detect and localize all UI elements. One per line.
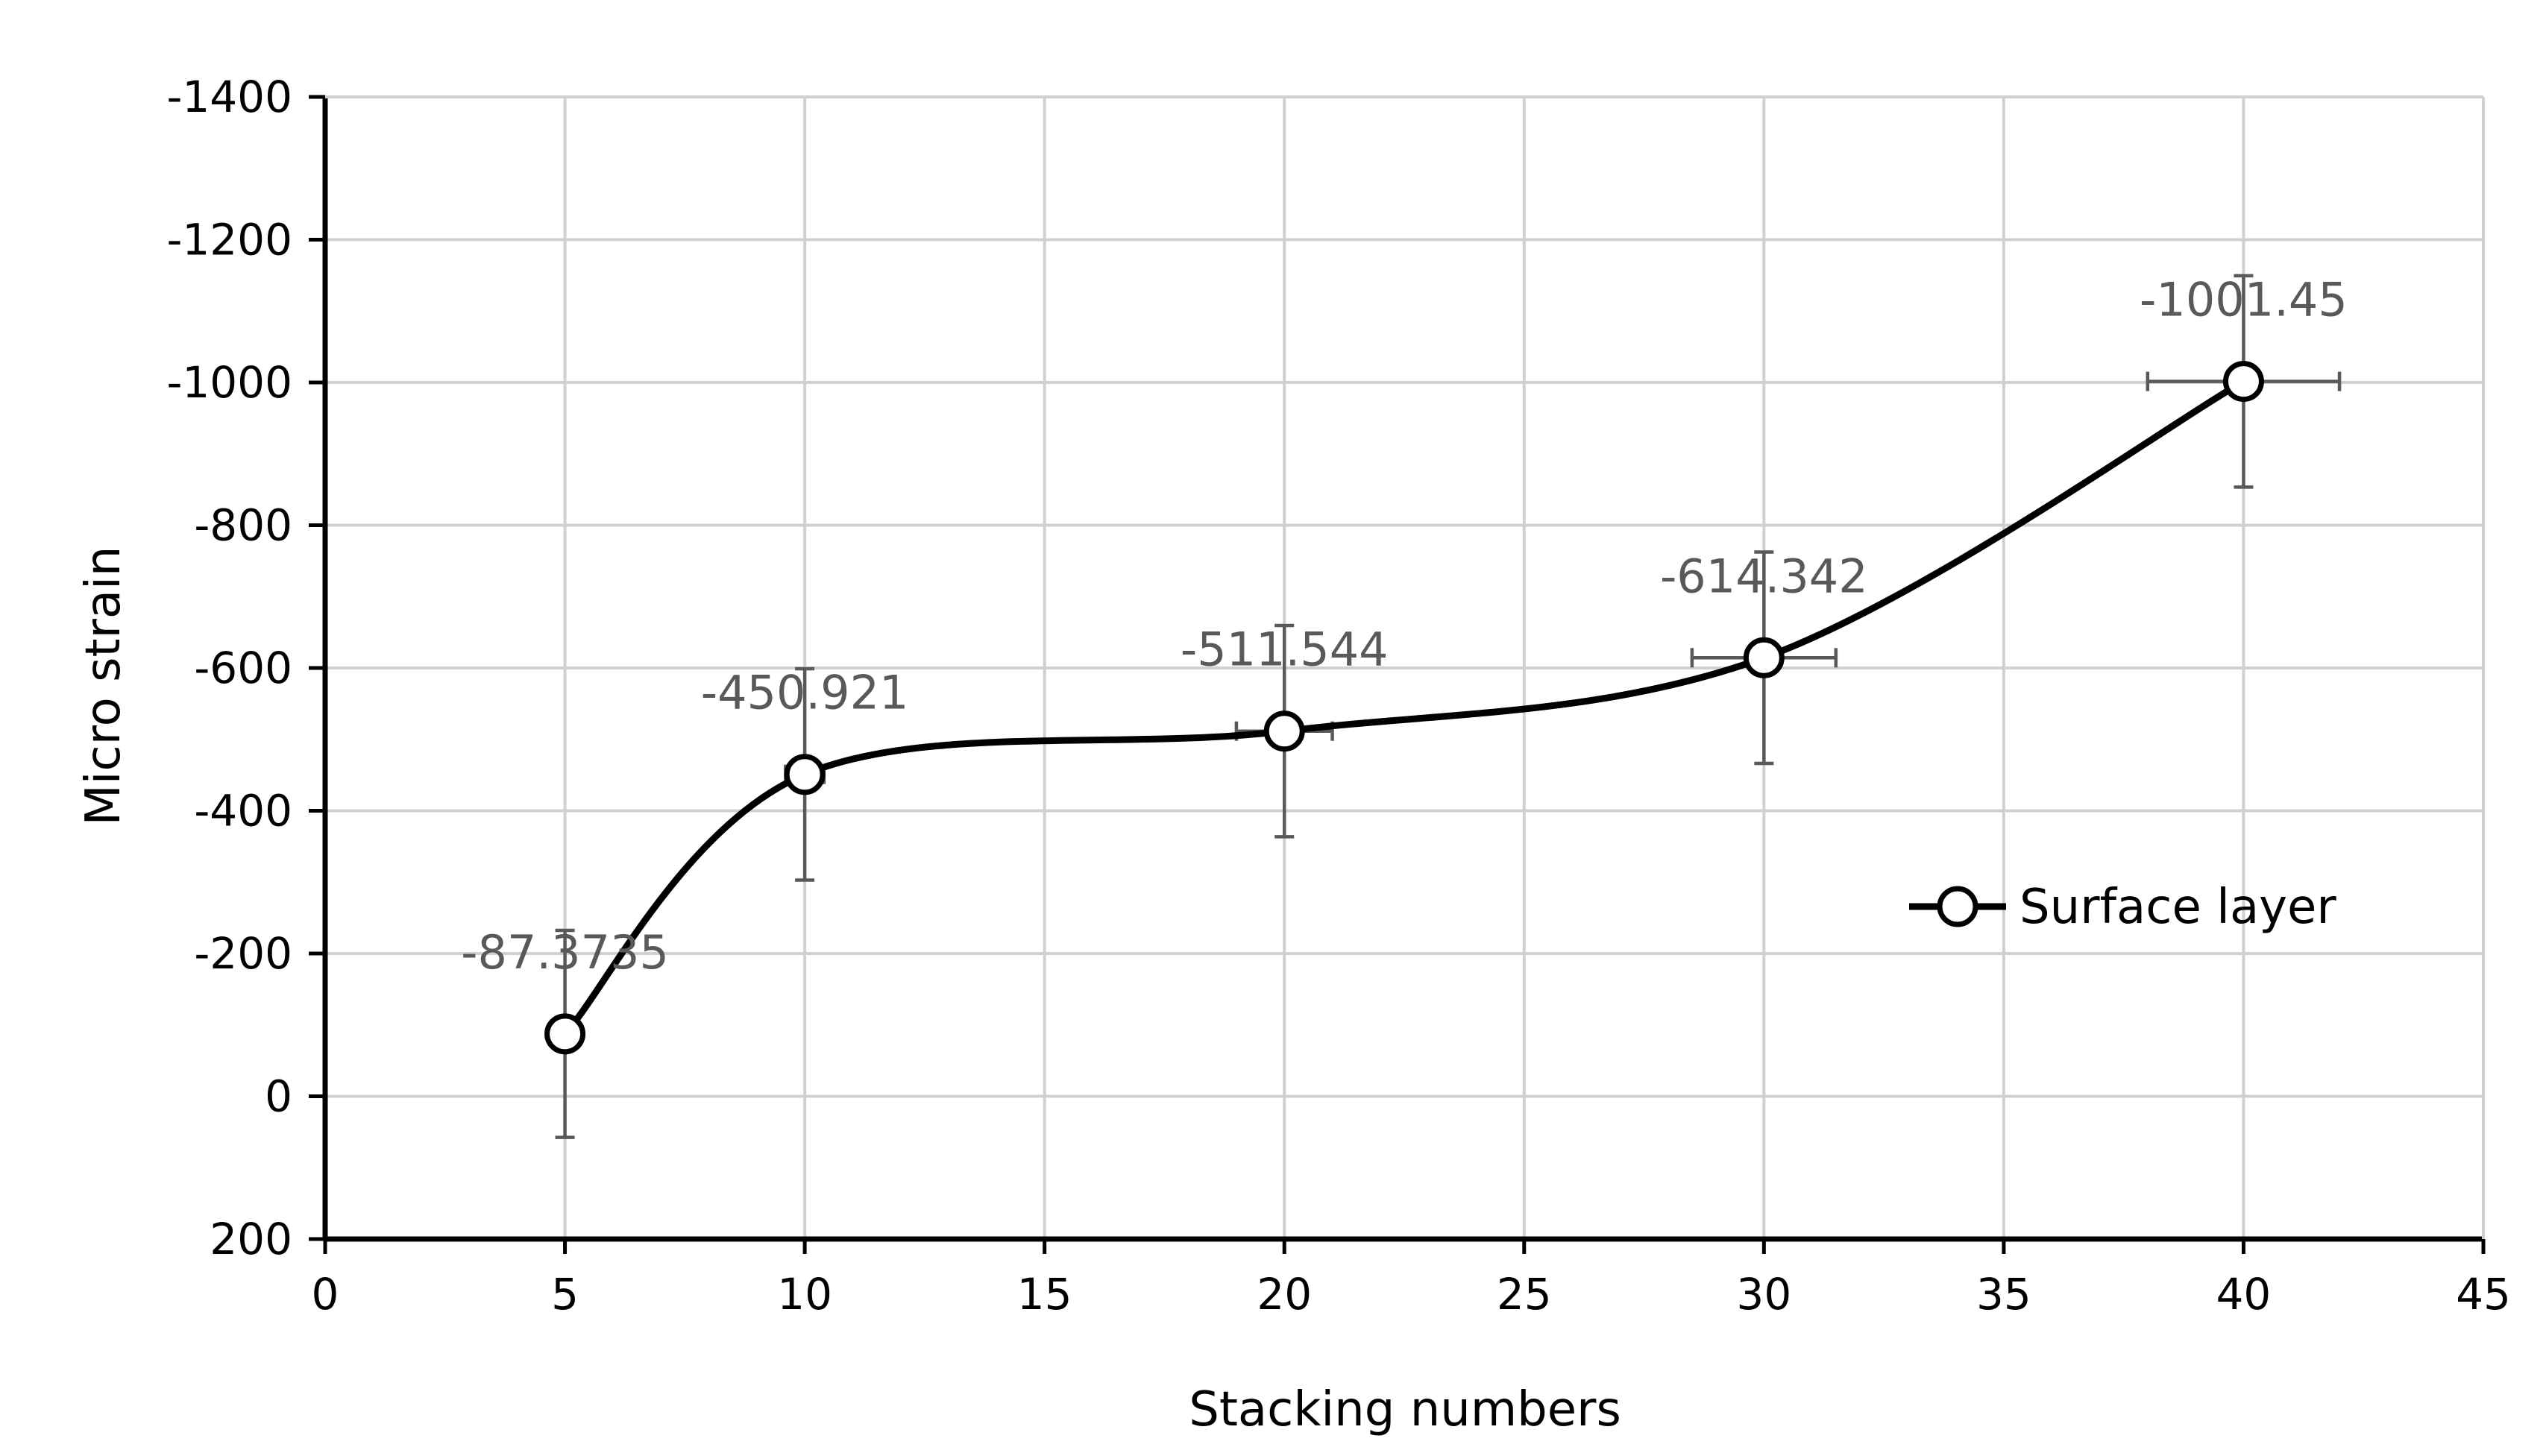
grid bbox=[325, 97, 2483, 1239]
series-line bbox=[562, 378, 2245, 1036]
x-tick-label: 15 bbox=[1017, 1269, 1072, 1320]
legend: Surface layer bbox=[1909, 880, 2336, 935]
data-labels: -87.3735 -450.921 -511.544 -614.342 -1001.45 bbox=[461, 273, 2348, 980]
series-surface-layer bbox=[544, 361, 2264, 1055]
legend-marker bbox=[1937, 886, 1978, 927]
x-tick-label: 5 bbox=[551, 1269, 579, 1320]
data-point bbox=[1263, 710, 1305, 752]
data-point bbox=[544, 1013, 586, 1055]
x-tick-label: 45 bbox=[2456, 1269, 2511, 1320]
axes bbox=[309, 95, 2486, 1254]
y-tick-label: -1000 bbox=[166, 357, 292, 408]
y-tick-label: -1400 bbox=[166, 72, 292, 122]
y-tick-label: 0 bbox=[265, 1071, 292, 1122]
x-tick-label: 0 bbox=[312, 1269, 339, 1320]
data-point bbox=[1743, 637, 1785, 678]
data-point bbox=[2222, 361, 2264, 403]
data-point bbox=[784, 754, 826, 795]
x-axis-title: Stacking numbers bbox=[1189, 1382, 1621, 1437]
tick-labels: 0 5 10 15 20 25 30 35 40 45 -1400 -1200 -1000 -800 -60… bbox=[166, 72, 2510, 1320]
x-tick-label: 10 bbox=[777, 1269, 832, 1320]
y-axis-title: Micro strain bbox=[76, 546, 131, 826]
data-label: -511.544 bbox=[1181, 623, 1389, 677]
legend-label: Surface layer bbox=[2019, 880, 2336, 935]
data-label: -1001.45 bbox=[2140, 273, 2348, 327]
y-tick-label: -1200 bbox=[166, 215, 292, 265]
y-tick-label: -400 bbox=[194, 786, 292, 836]
x-tick-label: 40 bbox=[2216, 1269, 2272, 1320]
x-tick-label: 30 bbox=[1736, 1269, 1791, 1320]
x-tick-label: 35 bbox=[1976, 1269, 2031, 1320]
x-tick-label: 20 bbox=[1257, 1269, 1312, 1320]
y-tick-label: -600 bbox=[194, 643, 292, 693]
y-tick-label: 200 bbox=[210, 1214, 292, 1264]
data-label: -450.921 bbox=[701, 666, 909, 720]
data-label: -614.342 bbox=[1660, 549, 1868, 603]
y-tick-label: -200 bbox=[194, 928, 292, 979]
y-tick-label: -800 bbox=[194, 500, 292, 551]
data-label: -87.3735 bbox=[461, 925, 669, 980]
x-tick-label: 25 bbox=[1497, 1269, 1552, 1320]
